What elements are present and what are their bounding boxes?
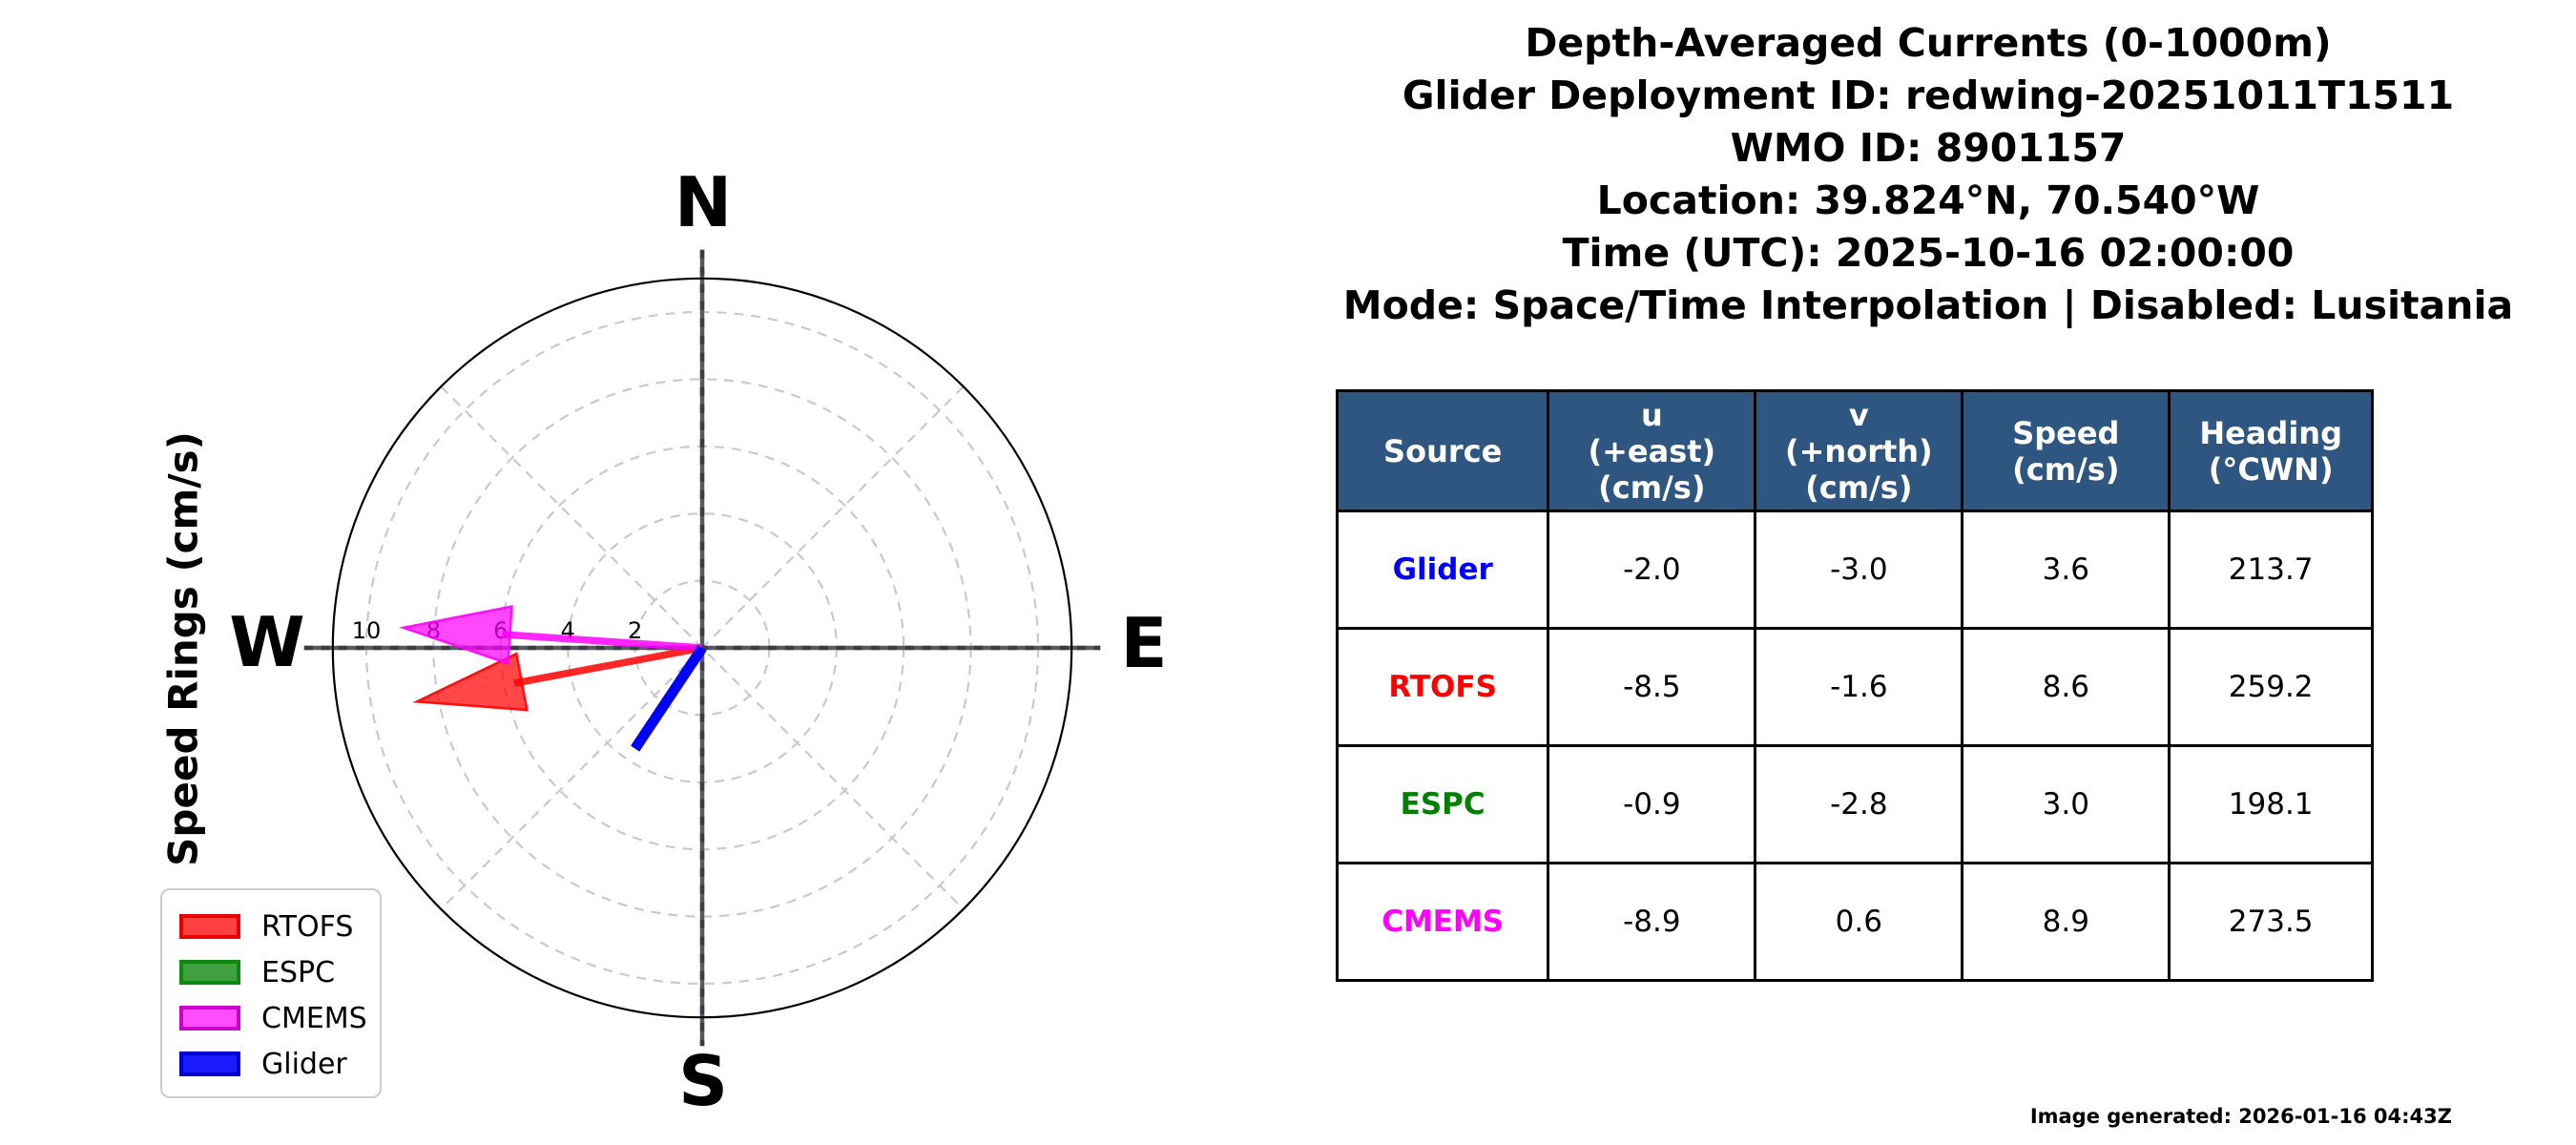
currents-table: Source u (+east) (cm/s) v (+north) (cm/s… [1335,389,2374,982]
legend-label: RTOFS [261,909,354,944]
compass-label-south: S [678,1041,728,1121]
mode-line: Mode: Space/Time Interpolation | Disable… [1342,282,2514,328]
col-header-v: v (+north) (cm/s) [1754,389,1964,512]
polar-current-chart: 246810NSEW [229,162,1167,1121]
rtofs-vector-shaft [513,644,703,687]
image-generated-timestamp: Image generated: 2026-01-16 04:43Z [2029,1105,2452,1128]
wmo-id-line: WMO ID: 8901157 [1730,125,2127,171]
legend-label: Glider [261,1047,347,1081]
col-header-source: Source [1335,389,1550,512]
legend-label: ESPC [261,955,336,989]
heading-value: 198.1 [2168,744,2374,864]
time-line: Time (UTC): 2025-10-16 02:00:00 [1562,230,2295,276]
v-value: -2.8 [1754,744,1964,864]
figure-title-block: Depth-Averaged Currents (0-1000m) Glider… [1326,17,2530,332]
v-value: 0.6 [1754,862,1964,982]
col-header-speed: Speed (cm/s) [1961,389,2171,512]
speed-value: 3.6 [1961,510,2171,630]
table-header-row: Source u (+east) (cm/s) v (+north) (cm/s… [1335,389,2374,512]
chart-title: Depth-Averaged Currents (0-1000m) [1525,20,2332,66]
u-value: -8.5 [1547,627,1757,747]
ring-label-10: 10 [352,617,382,644]
legend-label: CMEMS [261,1001,367,1035]
compass-label-north: N [675,162,732,242]
col-header-heading: Heading (°CWN) [2168,389,2374,512]
col-header-u: u (+east) (cm/s) [1547,389,1757,512]
table-row-cmems: CMEMS -8.9 0.6 8.9 273.5 [1335,862,2374,982]
ring-label-2: 2 [628,617,642,644]
heading-value: 259.2 [2168,627,2374,747]
deployment-id-line: Glider Deployment ID: redwing-20251011T1… [1402,73,2455,118]
u-value: -2.0 [1547,510,1757,630]
rtofs-color-swatch [179,914,240,939]
u-value: -8.9 [1547,862,1757,982]
legend-item-cmems: CMEMS [179,995,380,1041]
heading-value: 273.5 [2168,862,2374,982]
cmems-color-swatch [179,1006,240,1030]
source-label: Glider [1335,510,1550,630]
compass-label-west: W [229,602,304,682]
glider-color-swatch [179,1051,240,1076]
chart-legend: RTOFS ESPC CMEMS Glider [160,888,382,1098]
table-row-rtofs: RTOFS -8.5 -1.6 8.6 259.2 [1335,627,2374,747]
legend-item-espc: ESPC [179,949,380,995]
heading-value: 213.7 [2168,510,2374,630]
glider-vector [631,644,707,752]
espc-color-swatch [179,960,240,985]
speed-value: 8.6 [1961,627,2171,747]
table-row-glider: Glider -2.0 -3.0 3.6 213.7 [1335,510,2374,630]
v-value: -3.0 [1754,510,1964,630]
v-value: -1.6 [1754,627,1964,747]
table-row-espc: ESPC -0.9 -2.8 3.0 198.1 [1335,744,2374,864]
legend-item-rtofs: RTOFS [179,904,380,949]
rtofs-vector-head [412,652,529,712]
source-label: ESPC [1335,744,1550,864]
cmems-vector-head [398,604,513,666]
speed-rings-axis-label: Speed Rings (cm/s) [159,431,207,866]
speed-value: 3.0 [1961,744,2171,864]
speed-value: 8.9 [1961,862,2171,982]
compass-label-east: E [1120,603,1167,683]
source-label: RTOFS [1335,627,1550,747]
cmems-vector-shaft [502,631,703,652]
source-label: CMEMS [1335,862,1550,982]
u-value: -0.9 [1547,744,1757,864]
location-line: Location: 39.824°N, 70.540°W [1596,177,2260,223]
outer-circle [331,277,1073,1019]
legend-item-glider: Glider [179,1041,380,1087]
